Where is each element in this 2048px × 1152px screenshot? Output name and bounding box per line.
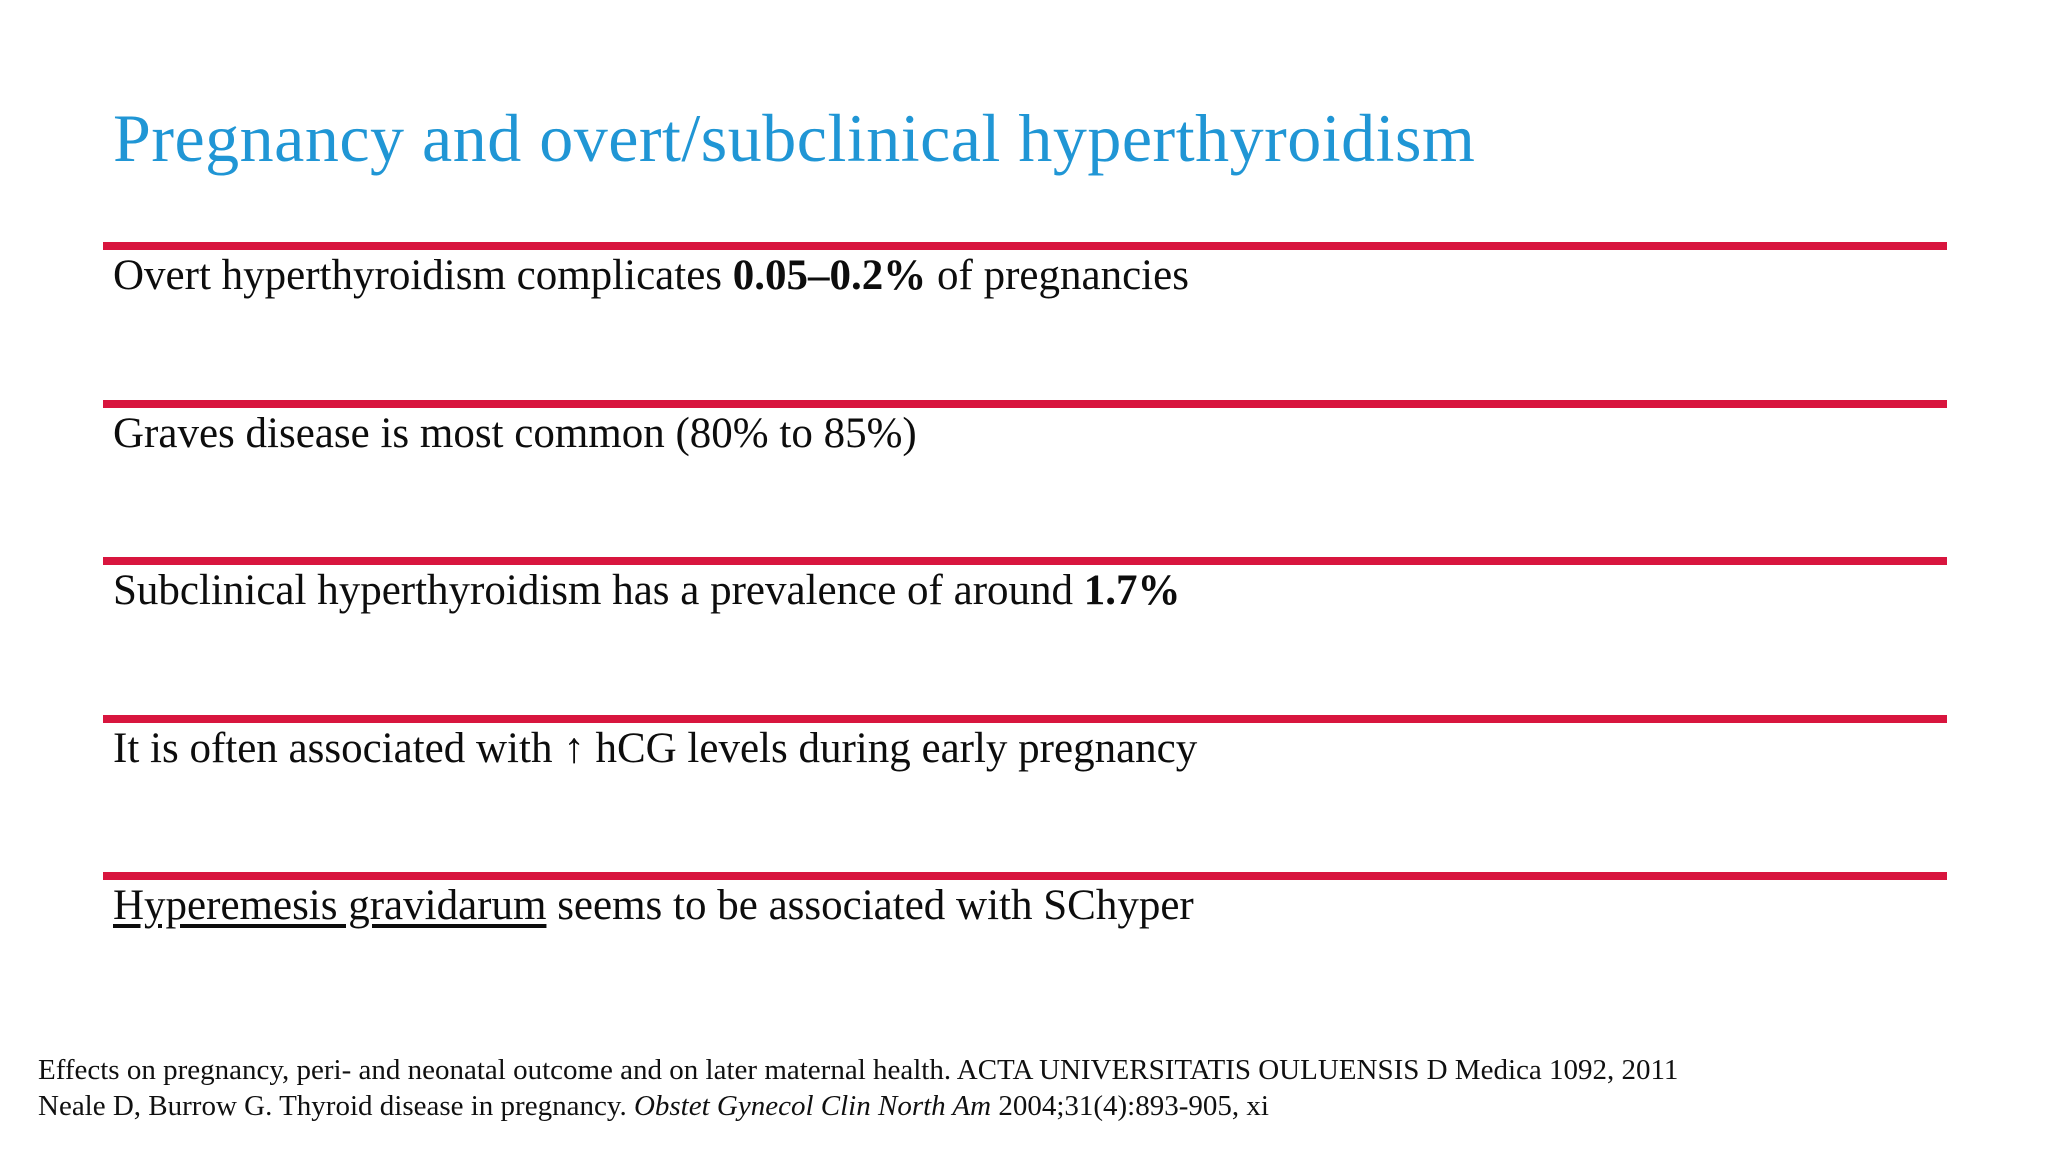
citation-text: Neale D, Burrow G. Thyroid disease in pr…: [38, 1090, 634, 1122]
bullet-row: It is often associated with ↑ hCG levels…: [103, 714, 1947, 873]
divider-line: [103, 242, 1947, 250]
divider-line: [103, 714, 1947, 723]
bullet-text: Overt hyperthyroidism complicates 0.05–0…: [103, 250, 1947, 297]
bullet-text: It is often associated with ↑ hCG levels…: [103, 723, 1947, 770]
citation-line: Neale D, Burrow G. Thyroid disease in pr…: [38, 1088, 1678, 1124]
divider-line: [103, 557, 1947, 565]
bullet-text-segment: seems to be associated with SChyper: [546, 882, 1194, 929]
citations: Effects on pregnancy, peri- and neonatal…: [38, 1052, 1678, 1124]
bullet-text-bold: 1.7%: [1083, 567, 1181, 614]
bullet-text-segment: of pregnancies: [926, 252, 1189, 299]
bullet-text-segment: Subclinical hyperthyroidism has a preval…: [113, 567, 1084, 614]
citation-journal-italic: Obstet Gynecol Clin North Am: [633, 1090, 992, 1122]
citation-text: 2004;31(4):893-905, xi: [991, 1090, 1269, 1122]
bullet-row: Overt hyperthyroidism complicates 0.05–0…: [103, 242, 1947, 400]
bullet-text: Graves disease is most common (80% to 85…: [103, 408, 1947, 455]
bullet-row: Hyperemesis gravidarum seems to be assoc…: [103, 872, 1947, 1030]
bullet-text: Subclinical hyperthyroidism has a preval…: [103, 565, 1947, 612]
bullet-text-segment: Overt hyperthyroidism complicates: [113, 252, 733, 299]
divider-line: [103, 399, 1947, 408]
slide-title: Pregnancy and overt/subclinical hyperthy…: [113, 100, 1476, 176]
citation-text: Effects on pregnancy, peri- and neonatal…: [38, 1054, 1679, 1086]
citation-line: Effects on pregnancy, peri- and neonatal…: [38, 1052, 1678, 1088]
bullet-text-underlined: Hyperemesis gravidarum: [113, 882, 547, 929]
bullet-row: Graves disease is most common (80% to 85…: [103, 399, 1947, 558]
bullet-text-bold: 0.05–0.2%: [732, 252, 927, 299]
bullet-list: Overt hyperthyroidism complicates 0.05–0…: [103, 242, 1947, 1030]
bullet-text: Hyperemesis gravidarum seems to be assoc…: [103, 880, 1947, 927]
divider-line: [103, 872, 1947, 880]
bullet-row: Subclinical hyperthyroidism has a preval…: [103, 557, 1947, 715]
bullet-text-segment: It is often associated with ↑ hCG levels…: [113, 724, 1198, 772]
bullet-text-segment: Graves disease is most common (80% to 85…: [113, 409, 917, 457]
